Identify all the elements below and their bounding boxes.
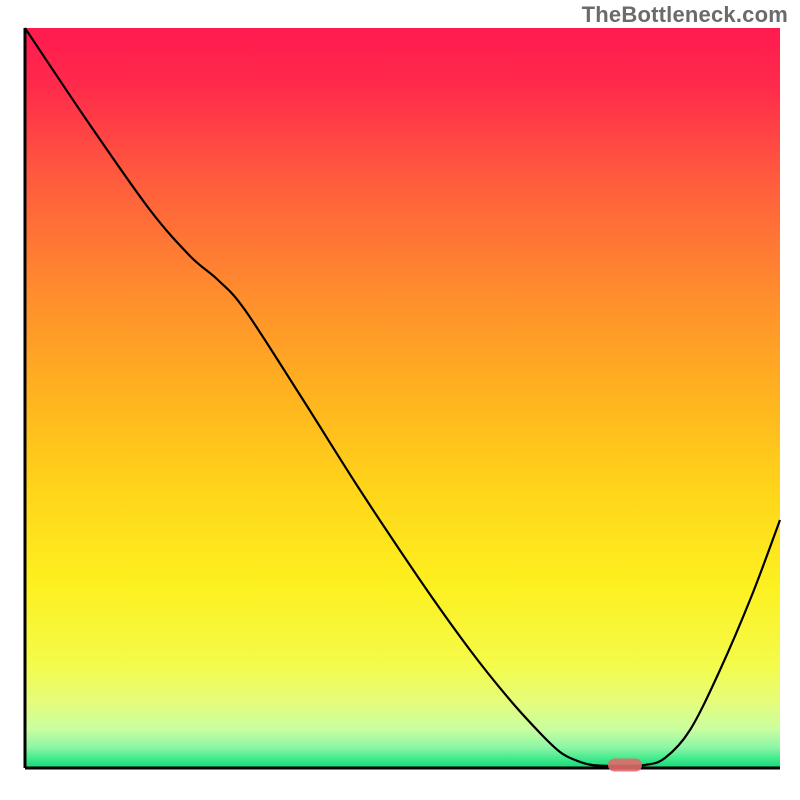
chart-background-gradient — [25, 28, 780, 768]
bottleneck-chart — [0, 0, 800, 800]
watermark-text: TheBottleneck.com — [582, 2, 788, 28]
optimal-marker — [608, 759, 642, 772]
chart-svg — [0, 0, 800, 800]
